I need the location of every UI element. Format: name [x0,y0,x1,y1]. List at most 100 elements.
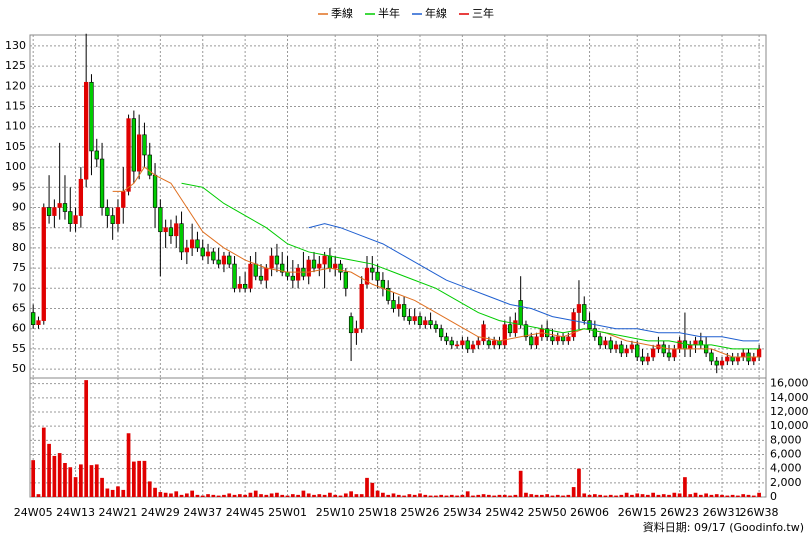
candle-body [401,304,407,317]
volume-bar [592,494,597,497]
candle-body [258,275,264,281]
y-tick-label: 70 [12,281,26,294]
candle-body [751,356,756,362]
x-tick-label: 25W34 [443,506,482,519]
ma-line [112,166,760,358]
candle-body [709,352,714,362]
candle-body [407,316,412,321]
volume-bar [757,492,761,497]
volume-bar [200,495,205,497]
candle-body [698,340,703,346]
candle-body [635,344,640,358]
candle-body [89,81,94,152]
volume-bar [545,494,550,497]
volume-bar [497,494,502,497]
candle-body [121,191,126,208]
candle-body [131,118,137,172]
legend-label: 半年 [378,6,400,20]
volume-bar [667,494,671,497]
y2-tick-label: 2,000 [770,476,802,489]
volume-bar [179,494,184,497]
candle-body [518,300,523,325]
y-tick-label: 110 [5,120,26,133]
volume-bar [290,494,295,497]
volume-bar [698,494,703,497]
candle-body [227,255,232,265]
y-tick-label: 120 [5,79,26,92]
candle-body [68,211,73,224]
volume-bar [677,493,682,497]
candle-body [253,263,258,277]
candle-body [444,336,449,342]
candle-body [650,348,656,358]
volume-bar [68,467,73,497]
candle-body [735,356,741,362]
candle-body [237,283,242,289]
candle-body [497,340,502,346]
volume-bar [57,453,62,497]
volume-bar [407,494,412,497]
volume-bar [550,495,555,497]
volume-bar [142,460,147,497]
volume-bar [508,495,512,497]
candle-body [449,340,454,346]
volume-bar [471,495,475,497]
y-tick-label: 115 [5,100,26,113]
x-tick-label: 25W42 [485,506,524,519]
volume-bar [126,433,131,497]
volume-bar [693,492,698,497]
volume-bar [683,477,687,497]
volume-bar [714,494,719,497]
volume-bar [52,455,57,497]
candle-body [470,344,476,350]
candle-body [476,340,481,346]
volume-bar [534,494,539,497]
candle-body [306,259,311,277]
volume-bar [381,492,385,497]
volume-bar [428,495,433,497]
volume-bar [343,493,348,497]
candle-body [311,259,317,269]
volume-bar [656,494,661,497]
candle-body [327,255,333,269]
volume-bar [391,493,396,497]
volume-bar [84,380,89,497]
candle-body [672,348,677,358]
volume-bar [651,492,655,497]
volume-bar [587,494,592,497]
candle-body [322,255,327,265]
volume-bar [153,487,157,497]
x-tick-label: 26W38 [740,506,779,519]
x-tick-label: 24W45 [226,506,265,519]
volume-bar [524,492,528,497]
volume-bar [688,494,693,497]
volume-bar [354,494,359,497]
volume-bar [110,489,115,497]
x-tick-label: 26W06 [570,506,609,519]
volume-bar [704,493,708,497]
y-tick-label: 55 [12,342,26,355]
candle-body [285,271,290,277]
volume-bar [365,477,369,497]
candle-body [248,263,253,289]
volume-bar [296,494,300,497]
candle-body [666,352,672,358]
candle-body [290,275,295,281]
volume-bar [540,494,544,497]
candle-body [343,271,348,289]
candle-body [725,356,730,362]
volume-bar [614,495,618,497]
candle-body [152,174,158,208]
candle-body [523,324,529,338]
volume-bar [566,494,571,497]
volume-bar [301,490,306,497]
volume-bar [317,494,322,497]
volume-bar [269,493,274,497]
candle-body [417,316,423,325]
x-tick-label: 25W50 [528,506,567,519]
x-tick-label: 25W26 [401,506,440,519]
volume-bar [370,482,375,497]
volume-bar [248,492,253,497]
volume-bar [227,493,232,497]
candle-body [576,304,582,313]
